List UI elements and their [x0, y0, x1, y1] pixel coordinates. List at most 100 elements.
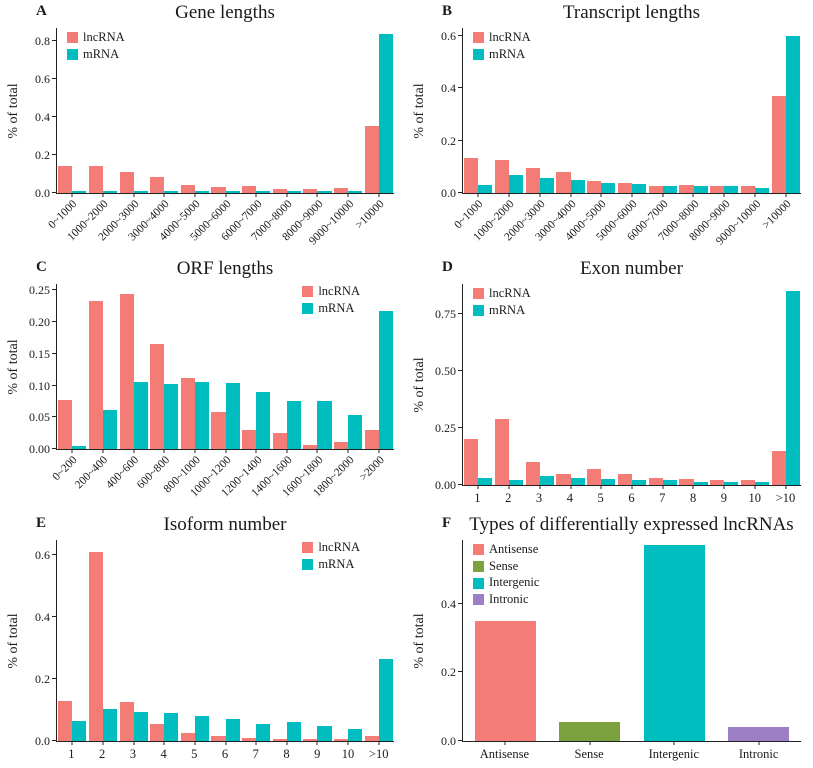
- bar-lncrna: [211, 187, 226, 193]
- x-tick-label: 7: [252, 747, 259, 761]
- panel-title: Isoform number: [163, 514, 287, 535]
- legend: lncRNA mRNA: [302, 284, 360, 316]
- bar-mrna: [378, 310, 393, 449]
- bar-mrna: [164, 383, 179, 449]
- y-axis-label: % of total: [412, 613, 427, 669]
- x-tick-label: 4: [160, 747, 167, 761]
- y-tick-label: 0.6: [35, 72, 50, 87]
- bar-lncrna-types: [728, 727, 790, 741]
- bar-lncrna: [648, 185, 663, 193]
- x-tick-mark: [477, 193, 479, 197]
- x-tick-mark: [133, 193, 135, 197]
- bar-lncrna: [648, 478, 663, 485]
- bar-lncrna: [364, 125, 379, 193]
- bar-group: [241, 540, 272, 741]
- x-tick-mark: [600, 485, 602, 489]
- bar-mrna: [632, 480, 647, 485]
- panel-title: ORF lengths: [176, 258, 274, 279]
- bar-lncrna: [679, 185, 694, 193]
- legend-swatch: [302, 558, 314, 570]
- bar-lncrna-types: [643, 545, 705, 741]
- bar-group: [271, 284, 302, 449]
- y-tick-label: 0.8: [35, 34, 50, 49]
- y-tick-mark: [52, 40, 57, 42]
- x-tick-label: 3: [535, 491, 543, 505]
- bar-lncrna: [303, 739, 318, 741]
- y-tick-label: 0.15: [29, 346, 50, 361]
- y-tick-label: 0.4: [35, 610, 50, 625]
- bar-mrna: [256, 191, 271, 193]
- bar-lncrna: [58, 399, 73, 449]
- bar-mrna: [478, 478, 493, 485]
- panel-title: Transcript lengths: [562, 2, 701, 23]
- x-tick-label: >10: [775, 491, 796, 505]
- x-tick-mark: [504, 741, 506, 745]
- bar-lncrna: [617, 473, 633, 485]
- bar-lncrna: [525, 462, 540, 485]
- x-tick-label: 1800~2000: [311, 454, 357, 500]
- bar-lncrna: [272, 189, 287, 193]
- x-tick-label: Antisense: [479, 747, 530, 761]
- bar-mrna: [632, 183, 647, 193]
- x-tick-label: Sense: [574, 747, 604, 761]
- bar-group: [302, 540, 333, 741]
- bar-mrna: [539, 177, 554, 193]
- bar-group: [302, 284, 333, 449]
- y-tick-mark: [458, 87, 463, 89]
- bar-group: [363, 28, 394, 193]
- legend-label: lncRNA: [489, 30, 531, 44]
- y-tick-label: 0.10: [29, 378, 50, 393]
- bar-group: [363, 284, 394, 449]
- x-tick-label: 2: [505, 491, 512, 505]
- bar-group: [57, 540, 88, 741]
- x-tick-mark: [255, 193, 257, 197]
- x-tick-mark: [347, 741, 349, 745]
- x-tick-mark: [194, 193, 196, 197]
- y-tick-label: 0.2: [441, 133, 456, 148]
- x-tick-mark: [133, 741, 135, 745]
- y-tick-label: 0.0: [35, 186, 50, 200]
- y-tick-mark: [52, 384, 57, 386]
- panel-orf-lengths: C ORF lengths % of total 0.00 0.05 0.10 0.1…: [0, 256, 406, 512]
- y-tick-mark: [52, 289, 57, 291]
- bar-lncrna: [494, 160, 510, 193]
- bar-lncrna: [364, 736, 379, 741]
- y-tick-mark: [52, 154, 57, 156]
- y-tick-label: 0.00: [29, 442, 50, 456]
- x-tick-mark: [631, 193, 633, 197]
- x-axis-labels: 1 2 3 4 5 6 7 8 9 10 >10: [462, 487, 801, 512]
- bar-group: [88, 540, 119, 741]
- legend-label: mRNA: [318, 300, 355, 315]
- y-tick-label: 0.2: [441, 665, 456, 680]
- x-tick-label: >10: [368, 747, 389, 761]
- x-tick-label: >10000: [760, 198, 795, 232]
- y-tick-mark: [52, 416, 57, 418]
- legend-swatch: [473, 577, 484, 589]
- bar-mrna: [102, 191, 118, 193]
- x-tick-mark: [255, 741, 257, 745]
- x-tick-mark: [477, 485, 479, 489]
- panel-letter: C: [36, 259, 47, 275]
- bars-region: [463, 540, 801, 741]
- bar-mrna: [478, 185, 493, 193]
- x-tick-mark: [133, 449, 135, 453]
- x-tick-mark: [673, 741, 675, 745]
- bar-lncrna: [88, 552, 103, 741]
- plot-area: 0.0 0.2 0.4 Antisense Sense Intergenic Introni…: [441, 540, 801, 747]
- x-tick-mark: [631, 485, 633, 489]
- y-tick-mark: [52, 554, 57, 556]
- legend: Antisense Sense Intergenic Intronic: [473, 542, 539, 608]
- x-tick-label: 7: [659, 491, 666, 505]
- bar-lncrna: [242, 429, 257, 449]
- bar-mrna: [785, 290, 800, 485]
- legend-label: Intronic: [489, 591, 529, 606]
- legend-item: lncRNA: [302, 540, 360, 556]
- bar-group: [740, 28, 771, 193]
- x-tick-label: Intergenic: [648, 747, 700, 761]
- bar-mrna: [570, 478, 585, 485]
- bar-mrna: [317, 725, 332, 741]
- legend-label: lncRNA: [318, 284, 360, 298]
- bar-group: [678, 284, 709, 485]
- bar-group: [180, 28, 211, 193]
- panel-title: Exon number: [580, 258, 683, 279]
